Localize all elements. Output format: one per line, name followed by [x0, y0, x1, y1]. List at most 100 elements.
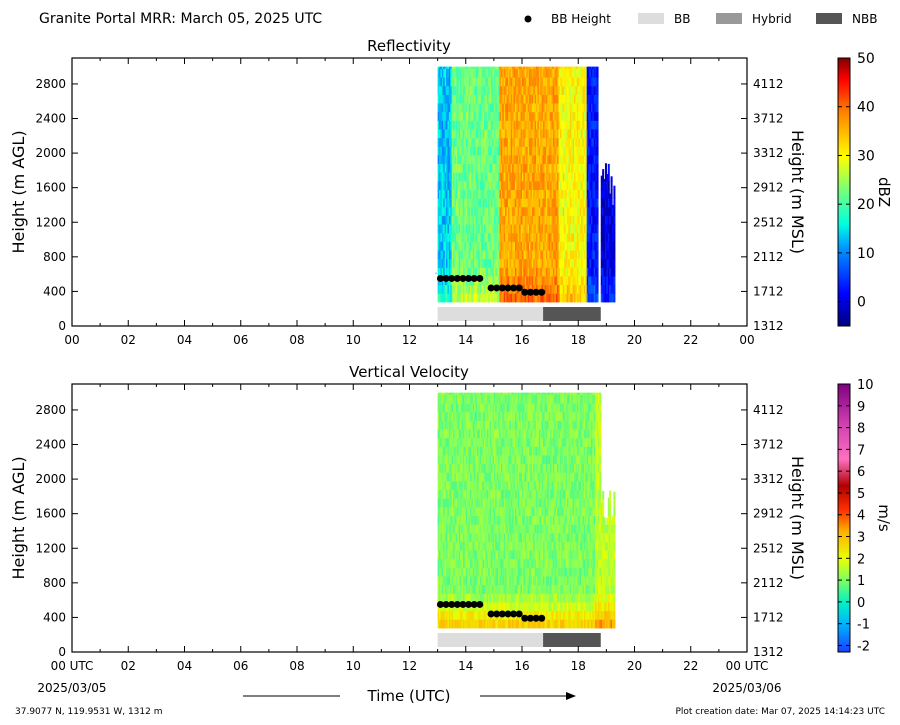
heatmap-cell: [475, 241, 478, 251]
heatmap-cell: [443, 94, 446, 104]
heatmap-cell: [538, 77, 541, 87]
heatmap-cell: [512, 66, 515, 69]
heatmap-cell: [450, 584, 453, 594]
heatmap-cell: [537, 163, 540, 173]
heatmap-cell: [443, 267, 446, 277]
heatmap-cell: [522, 267, 525, 277]
heatmap-cell: [439, 258, 442, 268]
heatmap-cell: [484, 180, 487, 191]
heatmap-cell: [520, 223, 523, 234]
heatmap-cell: [510, 541, 513, 551]
heatmap-cell: [474, 446, 477, 456]
heatmap-cell: [461, 258, 464, 268]
heatmap-cell: [477, 66, 480, 69]
heatmap-cell: [589, 241, 592, 251]
heatmap-cell: [585, 66, 588, 69]
heatmap-cell: [503, 206, 506, 216]
heatmap-cell: [475, 284, 478, 294]
heatmap-cell: [569, 258, 572, 268]
heatmap-cell: [489, 403, 492, 413]
heatmap-cell: [458, 567, 461, 577]
heatmap-cell: [507, 506, 510, 517]
heatmap-cell: [522, 249, 525, 260]
heatmap-cell: [472, 480, 475, 491]
heatmap-cell: [579, 258, 582, 268]
y-tick-label: 1600: [35, 181, 66, 195]
heatmap-cell: [488, 172, 491, 182]
heatmap-cell: [537, 68, 540, 78]
heatmap-cell: [450, 392, 453, 395]
heatmap-cell: [543, 206, 546, 216]
heatmap-cell: [455, 403, 458, 413]
heatmap-cell: [496, 154, 499, 165]
heatmap-cell: [484, 163, 487, 173]
heatmap-cell: [478, 206, 481, 216]
heatmap-cell: [496, 558, 499, 568]
heatmap-cell: [543, 102, 546, 113]
heatmap-cell: [572, 172, 575, 182]
heatmap-cell: [461, 163, 464, 173]
heatmap-cell: [519, 198, 522, 208]
heatmap-cell: [469, 584, 472, 594]
heatmap-cell: [450, 428, 453, 439]
heatmap-cell: [529, 137, 532, 147]
heatmap-cell: [495, 463, 498, 473]
heatmap-cell: [440, 232, 443, 242]
heatmap-cell: [439, 437, 442, 447]
heatmap-cell: [544, 293, 547, 303]
heatmap-cell: [502, 601, 505, 612]
heatmap-cell: [486, 77, 489, 87]
heatmap-cell: [495, 541, 498, 551]
heatmap-cell: [578, 275, 581, 286]
heatmap-cell: [499, 506, 502, 517]
heatmap-cell: [453, 428, 456, 439]
heatmap-cell: [510, 154, 513, 165]
heatmap-cell: [458, 258, 461, 268]
heatmap-cell: [451, 154, 454, 165]
heatmap-cell: [486, 601, 489, 612]
heatmap-cell: [522, 66, 525, 69]
heatmap-cell: [475, 532, 478, 542]
heatmap-cell: [533, 85, 536, 95]
heatmap-cell: [551, 120, 554, 130]
heatmap-cell: [489, 137, 492, 147]
heatmap-cell: [454, 189, 457, 199]
heatmap-cell: [451, 619, 454, 629]
heatmap-cell: [453, 293, 456, 303]
heatmap-cell: [531, 68, 534, 78]
heatmap-cell: [440, 506, 443, 517]
heatmap-cell: [529, 232, 532, 242]
heatmap-cell: [484, 575, 487, 586]
heatmap-cell: [464, 189, 467, 199]
heatmap-cell: [468, 558, 471, 568]
heatmap-cell: [543, 146, 546, 156]
heatmap-cell: [437, 137, 440, 147]
heatmap-cell: [475, 541, 478, 551]
heatmap-cell: [586, 77, 589, 87]
heatmap-cell: [505, 593, 508, 603]
heatmap-cell: [472, 154, 475, 165]
heatmap-cell: [475, 293, 478, 303]
heatmap-cell: [512, 275, 515, 286]
heatmap-cell: [453, 284, 456, 294]
heatmap-cell: [450, 198, 453, 208]
heatmap-cell: [461, 403, 464, 413]
heatmap-cell: [486, 394, 489, 404]
heatmap-cell: [581, 267, 584, 277]
heatmap-cell: [437, 120, 440, 130]
heatmap-cell: [450, 506, 453, 517]
heatmap-cell: [586, 137, 589, 147]
heatmap-cell: [512, 94, 515, 104]
heatmap-cell: [495, 223, 498, 234]
heatmap-cell: [453, 454, 456, 465]
heatmap-cell: [471, 532, 474, 542]
heatmap-cell: [575, 120, 578, 130]
heatmap-cell: [460, 189, 463, 199]
heatmap-cell: [489, 258, 492, 268]
heatmap-cell: [464, 549, 467, 560]
heatmap-cell: [575, 163, 578, 173]
heatmap-cell: [467, 403, 470, 413]
heatmap-cell: [469, 593, 472, 603]
heatmap-cell: [534, 232, 537, 242]
heatmap-cell: [467, 232, 470, 242]
